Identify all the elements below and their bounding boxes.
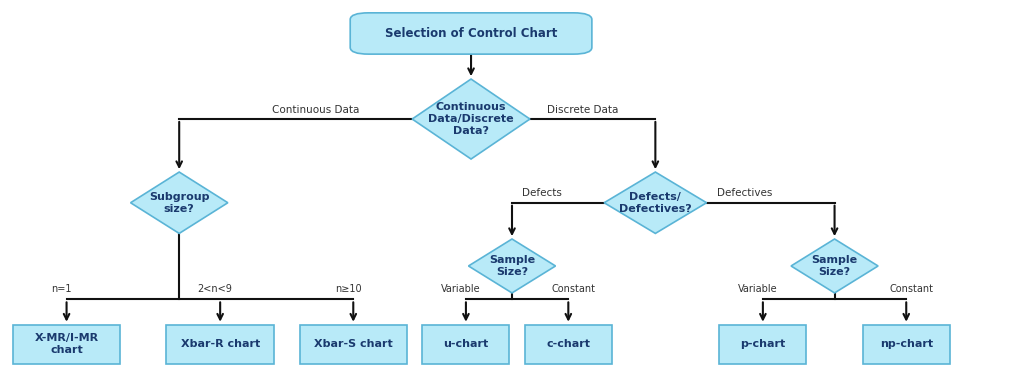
Text: Defectives: Defectives — [717, 188, 772, 198]
Text: Variable: Variable — [441, 283, 480, 294]
Text: Defects: Defects — [522, 188, 562, 198]
FancyBboxPatch shape — [13, 324, 121, 364]
Text: Continuous
Data/Discrete
Data?: Continuous Data/Discrete Data? — [428, 102, 514, 136]
Text: Variable: Variable — [738, 283, 777, 294]
Polygon shape — [791, 239, 878, 293]
FancyBboxPatch shape — [423, 324, 510, 364]
Text: c-chart: c-chart — [547, 339, 590, 349]
Text: Constant: Constant — [552, 283, 595, 294]
Text: Defects/
Defectives?: Defects/ Defectives? — [618, 192, 692, 214]
Text: Subgroup
size?: Subgroup size? — [148, 192, 210, 214]
Text: np-chart: np-chart — [880, 339, 933, 349]
FancyBboxPatch shape — [525, 324, 612, 364]
FancyBboxPatch shape — [719, 324, 807, 364]
Text: n=1: n=1 — [51, 283, 72, 294]
Text: Sample
Size?: Sample Size? — [488, 255, 536, 277]
Text: X-MR/I-MR
chart: X-MR/I-MR chart — [35, 333, 98, 355]
Polygon shape — [131, 172, 227, 234]
Polygon shape — [604, 172, 707, 234]
Polygon shape — [469, 239, 555, 293]
FancyBboxPatch shape — [299, 324, 407, 364]
Text: u-chart: u-chart — [443, 339, 488, 349]
Text: Sample
Size?: Sample Size? — [811, 255, 858, 277]
Text: Selection of Control Chart: Selection of Control Chart — [385, 27, 557, 40]
Text: p-chart: p-chart — [740, 339, 785, 349]
Text: Continuous Data: Continuous Data — [272, 105, 359, 115]
FancyBboxPatch shape — [862, 324, 950, 364]
Text: n≥10: n≥10 — [335, 283, 361, 294]
FancyBboxPatch shape — [166, 324, 274, 364]
Text: 2<n<9: 2<n<9 — [198, 283, 232, 294]
Text: Xbar-R chart: Xbar-R chart — [180, 339, 260, 349]
Text: Constant: Constant — [890, 283, 933, 294]
Text: Discrete Data: Discrete Data — [547, 105, 618, 115]
Polygon shape — [412, 79, 530, 159]
Text: Xbar-S chart: Xbar-S chart — [314, 339, 392, 349]
FancyBboxPatch shape — [350, 13, 592, 54]
